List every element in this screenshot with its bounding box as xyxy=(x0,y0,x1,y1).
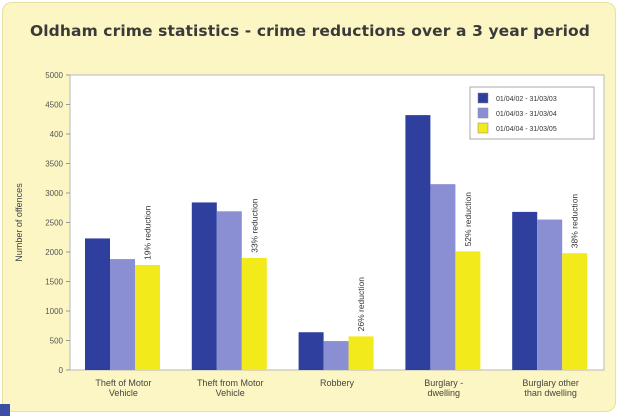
bar xyxy=(110,259,135,370)
y-tick-label: 5000 xyxy=(45,71,63,80)
category-label: Theft from Motor xyxy=(197,378,264,388)
category-label: Robbery xyxy=(320,378,355,388)
bar xyxy=(85,238,110,370)
category-label: Vehicle xyxy=(109,388,138,398)
y-tick-label: 400 xyxy=(50,130,64,139)
bar xyxy=(241,257,267,370)
bar xyxy=(298,332,324,370)
y-tick-label: 2000 xyxy=(45,248,63,257)
category-label: Vehicle xyxy=(216,388,245,398)
legend-label: 01/04/03 - 31/03/04 xyxy=(496,111,557,118)
y-tick-label: 1500 xyxy=(45,278,63,287)
y-tick-label: 500 xyxy=(50,337,64,346)
bar xyxy=(323,341,349,370)
y-tick-label: 1000 xyxy=(45,307,63,316)
category-label: Theft of Motor xyxy=(95,378,151,388)
legend-label: 01/04/04 - 31/03/05 xyxy=(496,126,557,133)
legend-label: 01/04/02 - 31/03/03 xyxy=(496,96,557,103)
y-tick-label: 3000 xyxy=(45,189,63,198)
y-tick-label: 2500 xyxy=(45,219,63,228)
corner-tab xyxy=(0,404,10,416)
legend-swatch xyxy=(477,92,489,104)
bar xyxy=(562,253,588,370)
bar xyxy=(135,264,160,370)
y-tick-label: 4500 xyxy=(45,101,63,110)
reduction-annotation: 26% reduction xyxy=(356,277,366,332)
reduction-annotation: 33% reduction xyxy=(249,198,259,253)
chart-title: Oldham crime statistics - crime reductio… xyxy=(29,22,590,40)
bar xyxy=(348,336,374,370)
reduction-annotation: 38% reduction xyxy=(570,194,580,249)
bar xyxy=(405,115,431,371)
y-tick-label: 3500 xyxy=(45,160,63,169)
category-label: Burglary other xyxy=(522,378,579,388)
legend-swatch xyxy=(477,122,489,134)
bar xyxy=(455,251,481,370)
reduction-annotation: 52% reduction xyxy=(463,192,473,247)
legend-swatch xyxy=(477,107,489,119)
bar xyxy=(512,211,538,370)
category-label: dwelling xyxy=(428,388,461,398)
category-label: than dwelling xyxy=(524,388,577,398)
y-tick-label: 0 xyxy=(59,366,64,375)
legend-box xyxy=(469,86,595,140)
bar xyxy=(191,202,217,370)
bar xyxy=(430,184,456,370)
category-label: Burglary - xyxy=(424,378,463,388)
reduction-annotation: 19% reduction xyxy=(143,205,153,260)
bar xyxy=(537,219,563,370)
bar xyxy=(216,211,242,370)
y-axis-label: Number of offences xyxy=(14,183,24,262)
